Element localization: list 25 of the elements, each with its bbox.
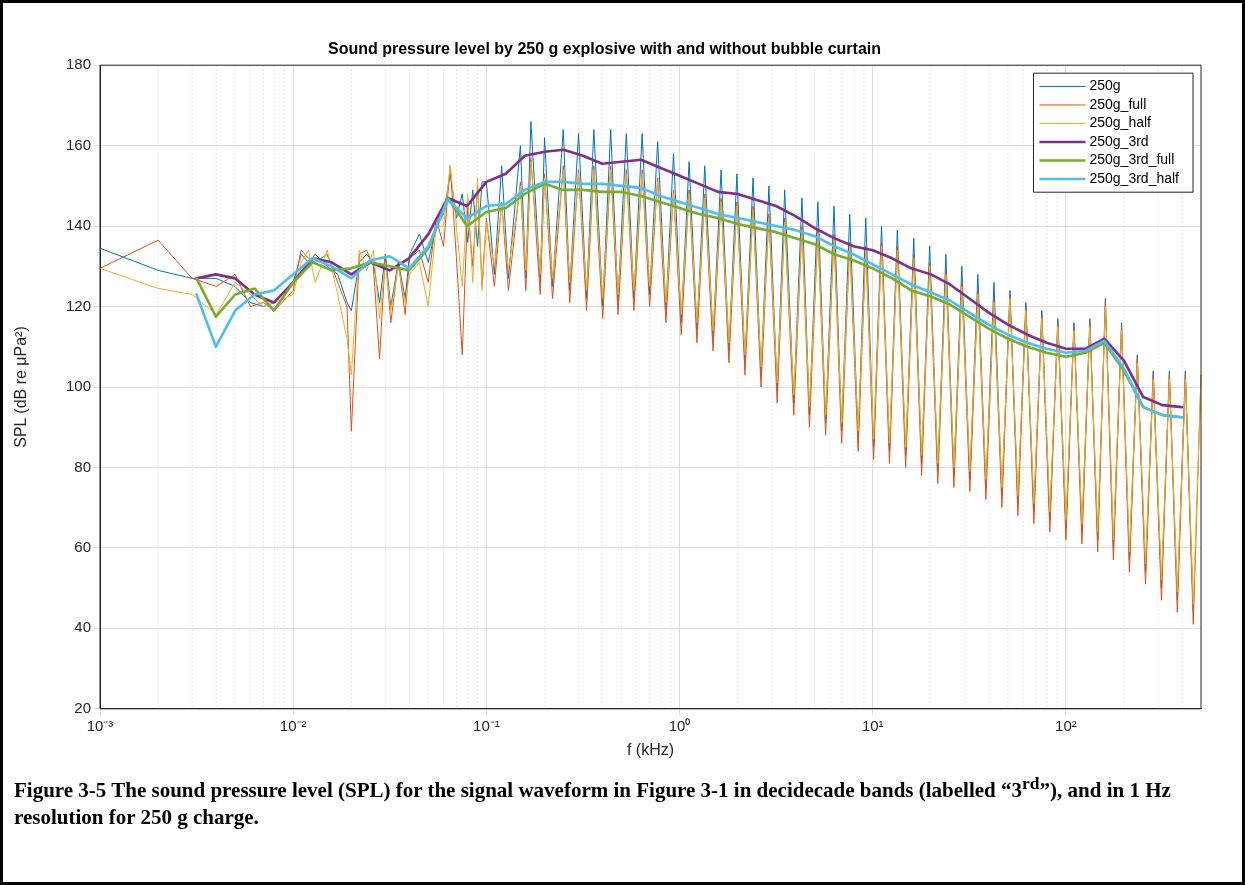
x-tick-label: 10² bbox=[1055, 716, 1077, 734]
legend-label: 250g bbox=[1089, 77, 1121, 94]
x-tick-label: 10⁰ bbox=[668, 716, 691, 734]
y-tick-label: 160 bbox=[65, 135, 91, 153]
chart-title: Sound pressure level by 250 g explosive with and without bubble curtain bbox=[328, 40, 881, 58]
x-tick-label: 10⁻¹ bbox=[473, 716, 500, 734]
legend-label: 250g_3rd bbox=[1089, 132, 1149, 149]
x-tick-label: 10⁻² bbox=[279, 716, 307, 734]
x-axis-title: f (kHz) bbox=[626, 740, 675, 758]
legend-label: 250g_3rd_full bbox=[1089, 151, 1175, 168]
legend-label: 250g_3rd_half bbox=[1089, 169, 1180, 186]
y-tick-label: 20 bbox=[74, 698, 91, 716]
y-tick-label: 40 bbox=[74, 618, 91, 636]
legend-label: 250g_full bbox=[1089, 95, 1147, 112]
y-tick-label: 100 bbox=[65, 377, 91, 395]
x-tick-label: 10¹ bbox=[861, 716, 884, 734]
y-tick-label: 140 bbox=[65, 216, 91, 234]
y-axis-title: SPL (dB re μPa²) bbox=[12, 326, 30, 448]
y-tick-label: 180 bbox=[65, 55, 91, 73]
y-tick-label: 80 bbox=[74, 457, 91, 475]
legend-label: 250g_half bbox=[1089, 114, 1152, 131]
text: Figure 3-5 The sound pressure level (SPL) for the signal waveform in Figure 3-1 in decidecade bands (labelled “3$^{rd}$”), and in 1 Hz resolution for 250 g charge. bbox=[14, 773, 1171, 830]
y-tick-label: 60 bbox=[74, 538, 91, 556]
x-tick-label: 10⁻³ bbox=[86, 716, 114, 734]
y-tick-label: 120 bbox=[65, 296, 91, 314]
